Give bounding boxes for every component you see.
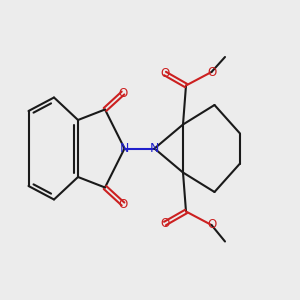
Text: N: N (150, 142, 159, 155)
Text: O: O (207, 218, 216, 232)
Text: O: O (160, 217, 169, 230)
Text: O: O (160, 67, 169, 80)
Text: N: N (120, 142, 129, 155)
Text: O: O (118, 197, 127, 211)
Text: O: O (207, 65, 216, 79)
Text: O: O (118, 86, 127, 100)
